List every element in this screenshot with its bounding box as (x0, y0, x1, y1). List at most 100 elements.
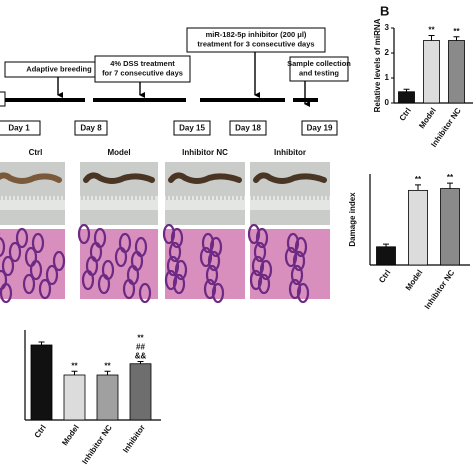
colon-photo (250, 162, 330, 225)
ruler (250, 196, 330, 210)
group-label: Ctrl (29, 148, 43, 157)
crypt (77, 223, 91, 245)
crypt (253, 241, 267, 263)
crypt (1, 255, 15, 277)
crypt (207, 250, 221, 272)
significance: ** (453, 27, 460, 36)
event-text: Adaptive breeding (26, 64, 92, 73)
crypt (45, 264, 59, 286)
crypt (101, 259, 115, 281)
bar (423, 40, 440, 104)
crypt (292, 250, 306, 272)
crypt (199, 246, 213, 268)
crypt (134, 236, 148, 258)
crypt (251, 255, 265, 277)
significance: ** (415, 175, 422, 184)
crypt (166, 255, 180, 277)
ruler (0, 196, 65, 210)
y-tick-label: 2 (385, 48, 390, 57)
crypt (294, 236, 308, 258)
error-bar (71, 370, 78, 375)
x-tick-label: Ctrl (377, 268, 392, 284)
crypt (38, 278, 52, 300)
crypt (29, 259, 43, 281)
day-label: Day 15 (179, 124, 205, 133)
crypt (0, 237, 6, 257)
x-tick-label: Ctrl (398, 106, 413, 122)
ruler (80, 196, 158, 210)
bar (96, 374, 119, 421)
crypt (118, 232, 132, 254)
crypt (257, 273, 271, 295)
bar (398, 91, 415, 104)
panel-letter: B (380, 3, 389, 18)
crypt (290, 264, 304, 286)
error-bar (383, 243, 389, 247)
x-tick-label: Ctrl (33, 423, 48, 439)
crypt (209, 236, 223, 258)
significance: ** (447, 173, 454, 182)
colon (168, 172, 242, 184)
x-tick-label: Model (60, 423, 81, 447)
crypt (286, 232, 300, 254)
significance: ** (428, 26, 435, 35)
group-label: Inhibitor (274, 148, 306, 157)
x-tick-label: Inhibitor (121, 423, 147, 454)
day-box (0, 120, 41, 136)
event-box (186, 27, 326, 53)
crypt (138, 282, 152, 304)
crypt (172, 273, 186, 295)
error-bar (38, 341, 45, 345)
crypt (201, 232, 215, 254)
event-text: miR-182-5p inhibitor (200 μl) (206, 30, 307, 39)
crypt (22, 273, 36, 295)
significance: ** (71, 361, 78, 370)
colon (83, 172, 155, 184)
x-tick-label: Model (404, 268, 425, 292)
colon (253, 172, 327, 184)
crypt (296, 282, 310, 304)
bar (30, 344, 53, 421)
crypt (0, 282, 13, 304)
event-text: 4% DSS treatment (110, 59, 175, 68)
error-bar (104, 370, 111, 375)
error-bar (403, 88, 410, 92)
colon-photo (165, 162, 245, 225)
error-bar (428, 35, 435, 41)
event-text: for 7 consecutive days (102, 69, 183, 78)
crypt (259, 259, 273, 281)
bar (448, 40, 465, 104)
x-tick-label: Inhibitor NC (80, 423, 114, 466)
group-label: Model (107, 148, 130, 157)
y-axis-label: Relative levels of miRNA (373, 18, 382, 112)
crypt (247, 223, 261, 245)
bar (408, 189, 428, 266)
bar (376, 246, 396, 266)
error-bar (453, 36, 460, 41)
error-bar (415, 184, 421, 191)
event-box (289, 56, 349, 82)
crypt (211, 282, 225, 304)
crypt (15, 227, 29, 249)
crypt (174, 259, 188, 281)
significance: ## (136, 343, 145, 352)
y-tick-label: 1 (385, 73, 390, 82)
colon-photo (80, 162, 158, 225)
day-label: Day 19 (307, 124, 333, 133)
y-axis-label: Damage index (348, 192, 357, 247)
crypt (284, 246, 298, 268)
event-box (94, 55, 191, 83)
colon (0, 172, 62, 184)
error-bar (137, 361, 144, 364)
crypt (168, 241, 182, 263)
x-tick-label: Model (417, 106, 438, 130)
crypt (170, 227, 184, 249)
event-text: and testing (299, 69, 339, 78)
event-text: treatment for 3 consecutive days (197, 40, 314, 49)
significance: && (135, 352, 147, 361)
bar (129, 363, 152, 421)
crypt (164, 269, 178, 291)
colon-photo (0, 162, 65, 225)
